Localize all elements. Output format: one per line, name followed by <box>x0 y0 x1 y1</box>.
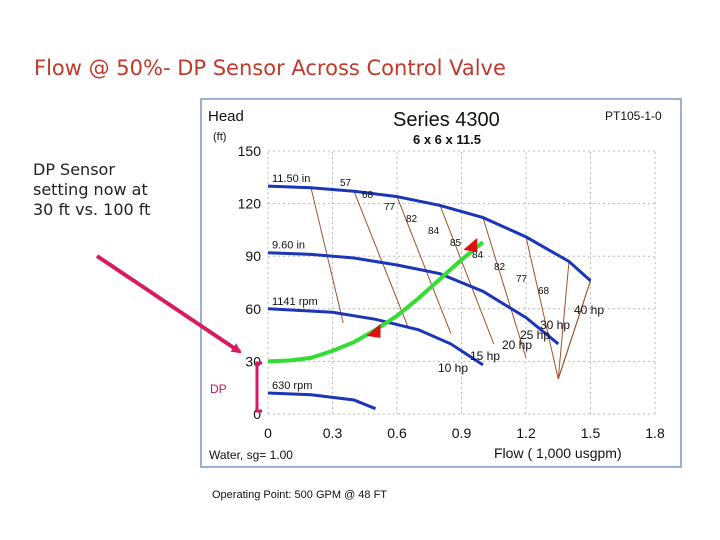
efficiency-line <box>396 196 452 334</box>
efficiency-label: 85 <box>450 238 462 249</box>
hp-label: 40 hp <box>574 303 604 317</box>
hp-label: 10 hp <box>438 361 468 375</box>
hp-label: 25 hp <box>520 328 550 342</box>
pump-curve <box>267 251 560 346</box>
x-tick-label: 1.2 <box>516 425 536 441</box>
pump-curve <box>267 184 592 282</box>
dp-label: DP <box>210 382 227 396</box>
y-tick-label: 60 <box>245 301 261 317</box>
x-tick-label: 1.5 <box>581 425 601 441</box>
efficiency-label: 84 <box>428 226 440 237</box>
efficiency-label: 77 <box>384 202 396 213</box>
operating-point-marker <box>366 323 381 338</box>
pump-curve-label: 1141 rpm <box>272 296 318 308</box>
curves <box>267 184 592 411</box>
pump-curve <box>267 307 484 367</box>
y-tick-label: 120 <box>238 196 262 212</box>
y-tick-label: 90 <box>245 248 261 264</box>
operating-point-marker <box>463 237 478 252</box>
efficiency-line <box>557 261 570 379</box>
efficiency-line <box>557 280 591 380</box>
y-axis-unit: (ft) <box>213 131 226 143</box>
operating-point-caption: Operating Point: 500 GPM @ 48 FT <box>212 489 388 501</box>
chart-border <box>200 98 682 468</box>
x-axis-label: Flow ( 1,000 usgpm) <box>494 445 622 461</box>
y-tick-label: 150 <box>238 143 262 159</box>
efficiency-line <box>353 191 409 327</box>
efficiency-label: 68 <box>538 286 550 297</box>
pump-curve-svg: 0 0.3 0.6 0.9 1.2 1.5 1.8 0 30 60 90 120 150 11.50 in… <box>200 98 682 468</box>
pump-curve-chart: 0 0.3 0.6 0.9 1.2 1.5 1.8 0 30 60 90 120 150 11.50 in… <box>200 98 682 468</box>
x-tick-label: 0.3 <box>323 425 343 441</box>
pump-curve-label: 11.50 in <box>272 173 310 185</box>
hp-label: 20 hp <box>502 338 532 352</box>
chart-subtitle: 6 x 6 x 11.5 <box>413 132 481 147</box>
efficiency-label: 82 <box>406 214 418 225</box>
pump-curve-label: 630 rpm <box>272 380 312 392</box>
efficiency-label: 84 <box>472 250 484 261</box>
hp-label: 15 hp <box>470 349 500 363</box>
hp-label: 30 hp <box>540 318 570 332</box>
chart-code: PT105-1-0 <box>605 109 662 123</box>
chart-title: Series 4300 <box>393 109 500 131</box>
efficiency-line <box>439 205 495 345</box>
x-tick-label: 1.8 <box>645 425 665 441</box>
x-tick-label: 0.9 <box>452 425 472 441</box>
y-tick-label: 30 <box>245 353 261 369</box>
x-tick-label: 0 <box>264 425 272 441</box>
efficiency-lines <box>310 187 591 380</box>
efficiency-label: 77 <box>516 274 528 285</box>
pump-curve-label: 9.60 in <box>272 240 305 252</box>
efficiency-label: 57 <box>340 178 352 189</box>
efficiency-line <box>525 236 559 380</box>
efficiency-line <box>482 217 527 359</box>
efficiency-label: 68 <box>362 190 374 201</box>
dp-sensor-note: DP Sensor setting now at 30 ft vs. 100 f… <box>33 160 151 219</box>
x-tick-label: 0.6 <box>387 425 407 441</box>
efficiency-label: 82 <box>494 262 506 273</box>
labels: 0 0.3 0.6 0.9 1.2 1.5 1.8 0 30 60 90 120 150 11.50 in… <box>238 143 665 441</box>
pump-curve <box>267 391 377 411</box>
y-tick-label: 0 <box>253 406 261 422</box>
slide-title: Flow @ 50%- DP Sensor Across Control Val… <box>34 56 506 80</box>
y-axis-label: Head <box>208 108 244 125</box>
fluid-label: Water, sg= 1.00 <box>209 448 293 462</box>
